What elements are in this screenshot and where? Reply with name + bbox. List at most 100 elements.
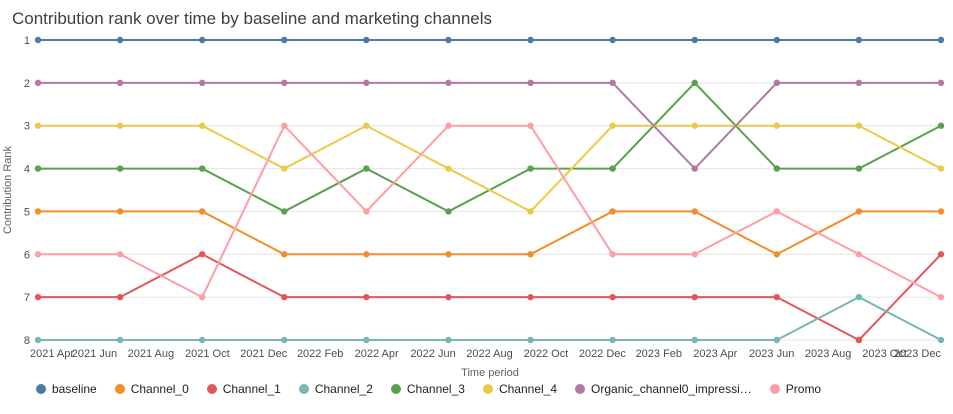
legend-swatch-organic_channel0_impressi [575, 384, 586, 394]
legend-item-channel_2[interactable]: Channel_2 [298, 382, 373, 396]
series-channel_1 [34, 251, 945, 344]
series-point-channel_0 [363, 251, 370, 258]
series-point-organic_channel0_impressi [773, 79, 781, 87]
series-point-organic_channel0_impressi [691, 165, 698, 172]
legend-swatch-promo [769, 384, 780, 394]
series-point-baseline [855, 36, 863, 44]
legend-swatch-channel_2 [298, 384, 309, 394]
series-point-organic_channel0_impressi [937, 79, 945, 87]
series-point-channel_3 [116, 165, 124, 172]
series-point-channel_4 [855, 122, 863, 129]
series-line-promo [37, 124, 942, 299]
series-channel_0 [34, 208, 945, 258]
series-point-baseline [116, 36, 124, 44]
series-point-channel_4 [116, 122, 124, 129]
series-point-channel_3 [691, 79, 698, 87]
series-organic_channel0_impressi [34, 79, 945, 172]
x-tick-label: 2022 Apr [355, 348, 399, 360]
series-point-channel_2 [609, 336, 616, 344]
series-point-channel_2 [116, 336, 124, 344]
y-tick-label: 2 [24, 78, 30, 90]
series-point-channel_1 [691, 293, 698, 301]
series-point-organic_channel0_impressi [527, 79, 534, 87]
series-point-baseline [691, 36, 698, 44]
series-point-channel_4 [527, 208, 534, 215]
legend-item-channel_3[interactable]: Channel_3 [390, 382, 465, 396]
series-point-channel_4 [609, 122, 616, 129]
series-point-channel_0 [116, 208, 124, 215]
series-point-baseline [363, 36, 370, 44]
series-point-channel_4 [281, 165, 288, 172]
series-point-channel_0 [34, 208, 42, 215]
series-channel_3 [34, 79, 945, 215]
legend-label-channel_1: Channel_1 [222, 382, 281, 396]
series-point-channel_0 [281, 251, 288, 258]
series-point-channel_2 [34, 336, 42, 344]
legend-item-channel_0[interactable]: Channel_0 [114, 382, 189, 396]
series-point-channel_0 [937, 208, 945, 215]
series-point-baseline [34, 36, 42, 44]
legend-label-channel_4: Channel_4 [498, 382, 558, 396]
rank-chart-card: Contribution rank over time by baseline … [0, 8, 953, 414]
series-point-channel_3 [281, 208, 288, 215]
series-point-channel_3 [363, 165, 370, 172]
series-point-promo [773, 208, 781, 215]
series-point-organic_channel0_impressi [363, 79, 370, 87]
series-point-promo [363, 208, 370, 215]
legend-item-baseline[interactable]: baseline [36, 382, 97, 396]
series-point-channel_1 [116, 293, 124, 301]
x-tick-label: 2023 Feb [636, 348, 682, 360]
x-tick-label: 2023 Apr [693, 348, 737, 360]
legend-swatch-baseline [36, 384, 46, 394]
series-point-channel_3 [527, 165, 534, 172]
series-point-channel_3 [937, 122, 945, 129]
legend-label-channel_0: Channel_0 [130, 382, 189, 396]
legend-label-organic_channel0_impressi: Organic_channel0_impressi… [591, 382, 752, 396]
series-point-organic_channel0_impressi [855, 79, 863, 87]
series-point-promo [527, 122, 534, 129]
series-line-channel_3 [37, 81, 942, 213]
series-point-channel_0 [198, 208, 206, 215]
y-tick-label: 7 [24, 292, 30, 304]
series-point-promo [609, 251, 616, 258]
series-point-channel_0 [855, 208, 863, 215]
series-line-channel_2 [37, 296, 942, 341]
series-line-channel_1 [37, 253, 942, 341]
legend-item-channel_4[interactable]: Channel_4 [482, 382, 558, 396]
legend-label-baseline: baseline [52, 382, 97, 396]
legend-swatch-channel_3 [390, 384, 401, 394]
series-point-channel_4 [773, 122, 781, 129]
series-point-organic_channel0_impressi [445, 79, 452, 87]
series-point-channel_2 [855, 293, 863, 301]
x-tick-label: 2022 Oct [524, 348, 569, 360]
legend-swatch-channel_4 [482, 384, 493, 394]
legend-label-channel_3: Channel_3 [406, 382, 465, 396]
y-tick-label: 4 [24, 164, 30, 176]
series-point-promo [445, 122, 452, 129]
series-point-channel_3 [445, 208, 452, 215]
series-point-channel_1 [445, 293, 452, 301]
series-point-channel_1 [609, 293, 616, 301]
x-tick-label: 2023 Jun [749, 348, 794, 360]
series-point-channel_1 [937, 251, 945, 258]
series-point-baseline [198, 36, 206, 44]
x-tick-label: 2022 Aug [466, 348, 513, 360]
legend-item-channel_1[interactable]: Channel_1 [206, 382, 281, 396]
gridlines: 1 2 3 4 5 6 7 8 [24, 35, 941, 347]
legend-item-promo[interactable]: Promo [769, 382, 821, 396]
legend-item-organic_channel0_impressi[interactable]: Organic_channel0_impressi… [575, 382, 752, 396]
series-point-channel_2 [937, 336, 945, 344]
series-point-channel_0 [609, 208, 616, 215]
series-point-promo [34, 251, 42, 258]
series-point-channel_3 [198, 165, 206, 172]
x-tick-label: 2021 Oct [185, 348, 230, 360]
x-tick-label: 2021 Apr [30, 348, 74, 360]
series-point-channel_1 [363, 293, 370, 301]
x-tick-label: 2023 Oct [862, 348, 907, 360]
series-point-channel_2 [527, 336, 534, 344]
y-tick-label: 3 [24, 121, 30, 133]
series-point-channel_2 [445, 336, 452, 344]
series-point-baseline [609, 36, 616, 44]
series-point-channel_2 [691, 336, 698, 344]
series-point-channel_3 [34, 165, 42, 172]
